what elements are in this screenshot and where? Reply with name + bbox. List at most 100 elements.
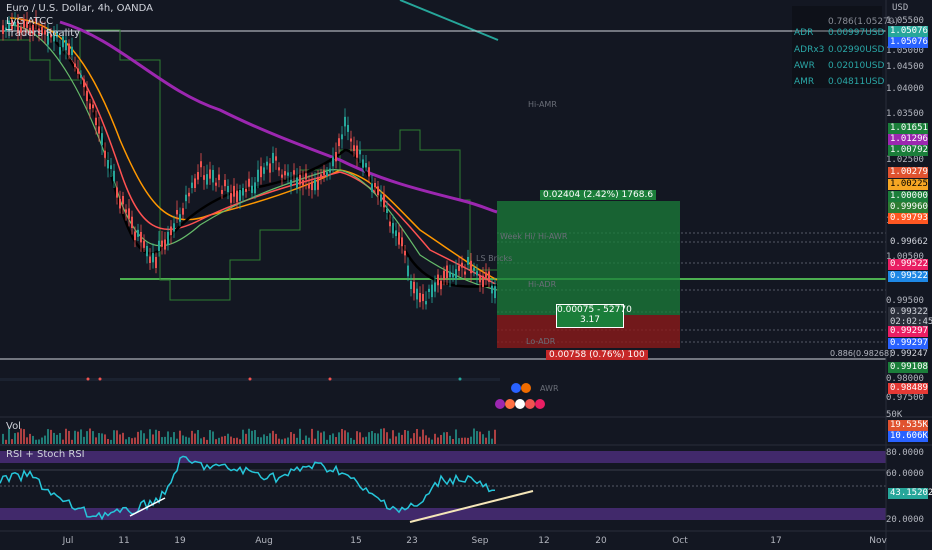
price-tag: 0.99793 [888,213,928,224]
candle-body [260,166,262,178]
volume-scale: 50K [886,410,903,420]
profit-label[interactable]: 0.02404 (2.42%) 1768.6 [540,190,657,200]
signal-icons [495,383,545,409]
symbol-title[interactable]: Euro / U.S. Dollar, 4h, OANDA [6,3,154,14]
candle-body [446,265,448,279]
volume-bar [239,439,241,444]
candle-body [485,272,487,278]
candle-body [434,282,436,292]
candle-body [290,179,292,186]
rsi-label[interactable]: RSI + Stoch RSI [6,449,85,460]
candle-body [74,63,76,68]
volume-bar [56,434,58,444]
candle-body [326,172,328,177]
volume-bar [278,438,280,444]
volume-bar [80,429,82,444]
volume-bar [227,433,229,444]
volume-bar [26,437,28,444]
candle-body [62,36,64,48]
volume-bar [29,433,31,444]
volume-bar [158,430,160,444]
volume-bar [206,439,208,444]
candle-body [404,250,406,256]
volume-bar [344,430,346,444]
volume-bar [368,432,370,444]
stat-label-adr: ADR [794,28,814,38]
candle-body [2,25,4,34]
volume-bar [482,434,484,444]
volume-bar [389,438,391,444]
candle-body [44,30,46,35]
candle-body [362,159,364,168]
candle-body [200,161,202,168]
volume-bar [185,436,187,444]
volume-bar [50,429,52,444]
volume-bar [491,438,493,444]
volume-bar [458,438,460,444]
candle-body [392,222,394,234]
candle-body [407,265,409,277]
volume-tag: 19.535K [888,420,928,431]
indicator-lyg-atcc[interactable]: LyG ATCC [6,16,54,27]
volume-bar [350,437,352,444]
x-label: Aug [255,536,273,546]
loss-label[interactable]: 0.00758 (0.76%) 100 [546,350,648,360]
candle-body [152,253,154,263]
volume-bar [23,429,25,444]
volume-bar [95,437,97,444]
volume-bar [140,430,142,444]
session-dots [0,377,500,381]
position-center-box[interactable]: 0.00075 - 52770 3.17 [556,304,632,328]
candle-body [380,194,382,202]
axis-price-6: 1.02500 [886,155,924,165]
price-tag: 0.99108 [888,362,928,373]
candle-body [215,182,217,186]
candle-body [341,134,343,140]
candle-body [452,273,454,278]
candle-body [377,186,379,196]
volume-bar [173,432,175,444]
candle-body [224,179,226,187]
candle-body [134,231,136,241]
volume-bar [359,432,361,444]
x-label: 20 [595,536,607,546]
candle-body [170,226,172,236]
x-label: 23 [406,536,418,546]
volume-bar [191,430,193,444]
indicator-traders-reality[interactable]: Traders Reality [6,28,81,39]
candle-body [281,174,283,178]
volume-bar [104,434,106,444]
volume-bar [35,439,37,444]
volume-bar [425,435,427,444]
volume-bar [59,433,61,444]
rsi-divergence-1[interactable] [129,497,166,517]
candle-body [14,21,16,26]
volume-bar [194,433,196,444]
volume-bar [299,428,301,444]
candle-body [365,163,367,168]
price-tag: 0.99247 [888,349,928,360]
stat-label-adrx3: ADRx3 [794,45,825,55]
ma-green [9,24,498,291]
price-tag: 1.00279 [888,167,928,178]
rsi-divergence-2[interactable] [409,490,534,523]
candle-body [164,239,166,250]
volume-bar [245,433,247,444]
volume-bar [41,437,43,444]
candle-body [242,188,244,196]
candle-body [53,31,55,42]
candle-body [107,159,109,169]
volume-bar [68,430,70,444]
volume-bar [377,433,379,444]
volume-bar [461,437,463,444]
volume-bar [275,433,277,444]
candle-body [464,271,466,275]
profit-zone[interactable] [497,201,680,315]
trend-line-teal[interactable] [399,0,499,41]
volume-bar [251,430,253,444]
candle-body [161,240,163,247]
volume-bar [272,430,274,444]
volume-bar [155,429,157,444]
volume-bar [182,435,184,444]
volume-label[interactable]: Vol [6,421,21,432]
